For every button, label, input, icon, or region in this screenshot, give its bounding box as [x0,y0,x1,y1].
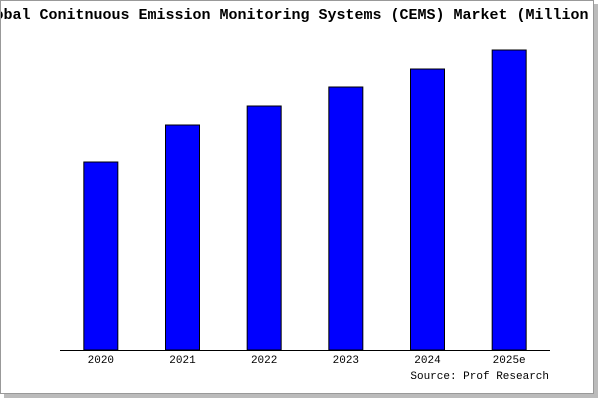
bar [165,124,200,351]
x-tick-label: 2025e [493,355,526,367]
bar [83,161,119,351]
plot-area [60,48,550,350]
x-tick-label: 2022 [251,355,277,367]
bar [246,105,282,351]
x-tick-label: 2023 [333,355,359,367]
x-tick-label: 2024 [414,355,441,367]
x-tick-label: 2021 [169,355,196,367]
x-tick-label: 2020 [88,355,114,367]
bar [410,68,445,351]
bar [328,86,364,351]
chart-title: Global Conitnuous Emission Monitoring Sy… [0,7,600,24]
bar [491,49,527,351]
source-note: Source: Prof Research [410,371,549,383]
